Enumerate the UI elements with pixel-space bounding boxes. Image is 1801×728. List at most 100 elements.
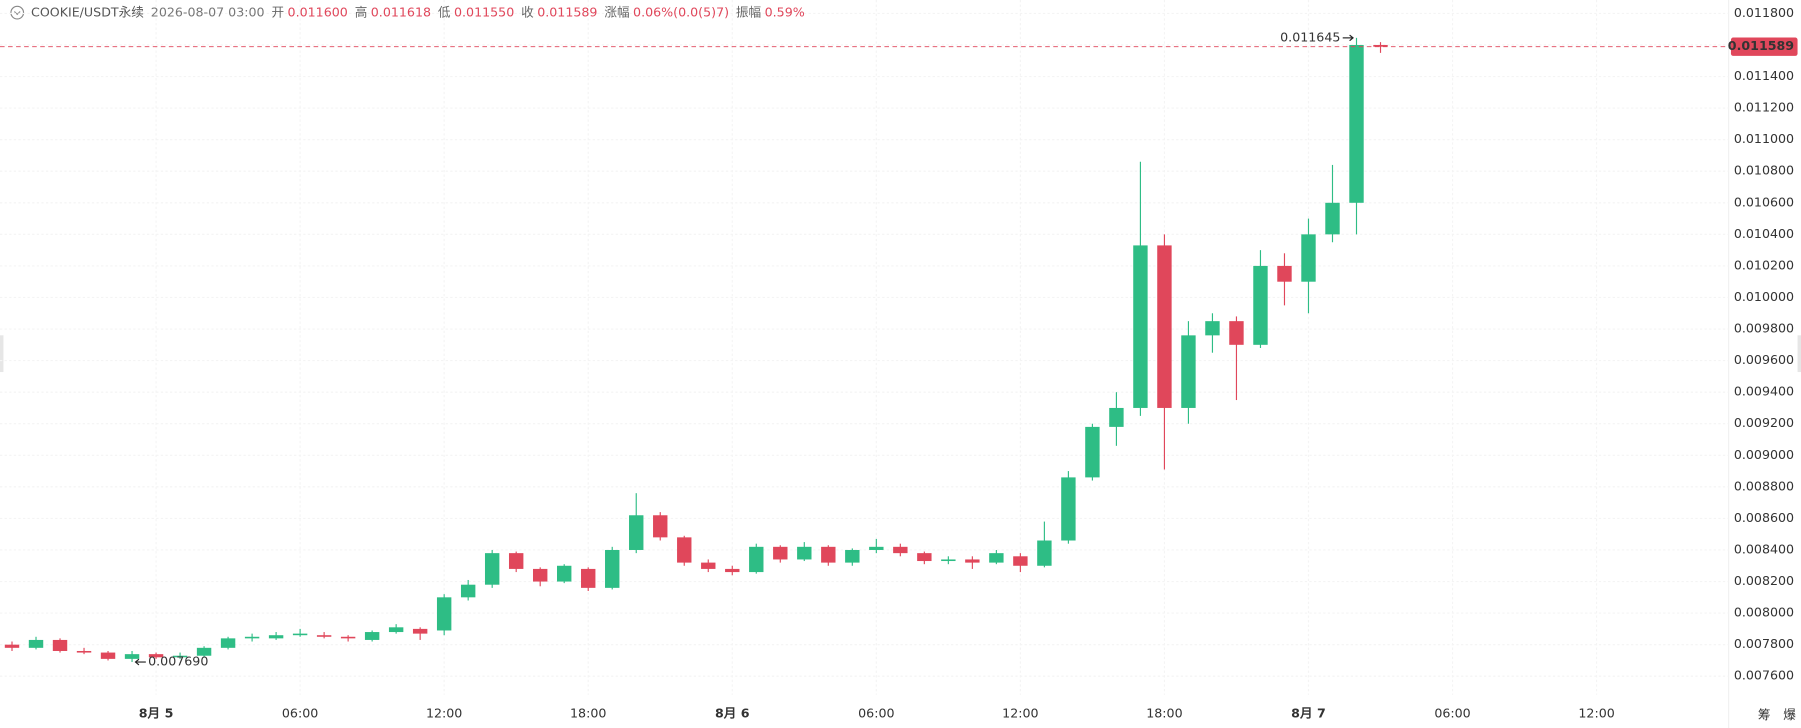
candle-body [629, 515, 644, 550]
y-tick-label: 0.011400 [1734, 68, 1794, 83]
candle-body [989, 553, 1004, 563]
field-name: 涨幅 [604, 4, 629, 19]
low-arrowhead [134, 658, 140, 666]
y-tick-label: 0.007800 [1734, 636, 1794, 651]
y-tick-label: 0.009600 [1734, 352, 1794, 367]
y-tick-label: 0.010200 [1734, 257, 1794, 272]
candle-body [1013, 556, 1028, 566]
candle-body [773, 546, 788, 560]
x-tick-label: 12:00 [426, 706, 462, 721]
candle-body [412, 628, 428, 634]
candle-body [244, 636, 260, 639]
collapse-chevron [13, 11, 21, 16]
x-tick-label: 18:00 [1146, 706, 1182, 721]
candle-body [797, 546, 812, 560]
y-tick-label: 0.009000 [1734, 447, 1794, 462]
y-tick-label: 0.008800 [1734, 478, 1794, 493]
high-label: 0.011645 [1280, 29, 1340, 44]
field-value: 0.59% [765, 4, 805, 19]
field-value: 0.06%(0.0(5)7) [633, 4, 729, 19]
candle-body [845, 549, 860, 563]
candle-body [701, 562, 716, 569]
toolbar-item: 爆 [1783, 707, 1796, 722]
grid [0, 0, 1729, 695]
y-tick-label: 0.011200 [1734, 100, 1794, 115]
candle-body [4, 644, 20, 648]
candle-body [653, 515, 668, 538]
candle-body [52, 639, 68, 651]
field-name: 振幅 [736, 4, 761, 19]
candle-body [388, 627, 404, 633]
candle-body [364, 632, 380, 640]
candle-body [605, 549, 620, 588]
y-tick-label: 0.011800 [1734, 5, 1794, 20]
candle-body [484, 553, 500, 585]
field-name: 低 [438, 4, 451, 19]
candle-body [292, 633, 308, 636]
toolbar-item: 筹 [1758, 707, 1771, 722]
low-label: 0.007690 [148, 654, 208, 669]
candles [4, 37, 1388, 663]
field-name: 开 [271, 4, 284, 19]
symbol: COOKIE/USDT永续 [31, 4, 144, 19]
candle-body [1037, 540, 1052, 566]
x-tick-label: 8月 6 [715, 706, 750, 721]
candle-body [821, 546, 836, 563]
time: 2026-08-07 03:00 [151, 4, 265, 19]
candle-body [1061, 477, 1076, 541]
candle-body [965, 559, 980, 563]
candle-body [196, 647, 212, 656]
candle-body [1301, 234, 1316, 282]
x-tick-label: 06:00 [858, 706, 894, 721]
candle-body [677, 537, 692, 563]
last-price-label: 0.011589 [1728, 38, 1794, 53]
candle-body [124, 654, 140, 659]
candle-body [725, 568, 740, 573]
candle-body [1157, 245, 1172, 408]
candle-body [1133, 245, 1148, 408]
candle-body [893, 546, 908, 554]
field-name: 高 [355, 4, 368, 19]
candle-body [941, 559, 956, 562]
candle-body [28, 639, 44, 648]
collapse-icon[interactable] [10, 5, 25, 20]
x-tick-label: 18:00 [570, 706, 606, 721]
candle-body [869, 546, 884, 550]
candle-body [1349, 44, 1364, 203]
y-tick-label: 0.010800 [1734, 163, 1794, 178]
y-tick-label: 0.009200 [1734, 415, 1794, 430]
candle-body [1229, 321, 1244, 345]
x-tick-label: 8月 7 [1291, 706, 1326, 721]
candle-body [749, 546, 764, 573]
candle-body [340, 636, 356, 639]
y-tick-label: 0.009400 [1734, 384, 1794, 399]
high-arrowhead [1349, 34, 1354, 42]
y-tick-label: 0.007600 [1734, 668, 1794, 683]
candle-body [581, 568, 596, 588]
candle-body [436, 597, 452, 631]
candle-body [1109, 407, 1124, 427]
y-tick-label: 0.008400 [1734, 541, 1794, 556]
field-value: 0.011600 [288, 4, 348, 19]
candle-body [1253, 265, 1268, 345]
candle-body [532, 568, 548, 582]
candle-body [268, 635, 284, 639]
y-tick-label: 0.011000 [1734, 131, 1794, 146]
field-value: 0.011618 [371, 4, 431, 19]
candle-body [1205, 321, 1220, 336]
y-tick-label: 0.009800 [1734, 321, 1794, 336]
y-tick-label: 0.010000 [1734, 289, 1794, 304]
field-value: 0.011550 [454, 4, 514, 19]
header: COOKIE/USDT永续 2026-08-07 03:00 开 0.011600 高 0… [31, 4, 805, 19]
candle-body [557, 565, 572, 582]
candle-body [100, 652, 116, 659]
field-value: 0.011589 [537, 4, 597, 19]
left-handle[interactable] [0, 335, 4, 373]
candle-body [76, 650, 92, 653]
labels: 0.007600 0.007800 0.008000 0.008200 0.008400… [0, 5, 1798, 722]
candle-body [1325, 202, 1340, 235]
x-tick-label: 12:00 [1578, 706, 1614, 721]
right-handle[interactable] [1797, 335, 1801, 373]
x-tick-label: 06:00 [282, 706, 318, 721]
